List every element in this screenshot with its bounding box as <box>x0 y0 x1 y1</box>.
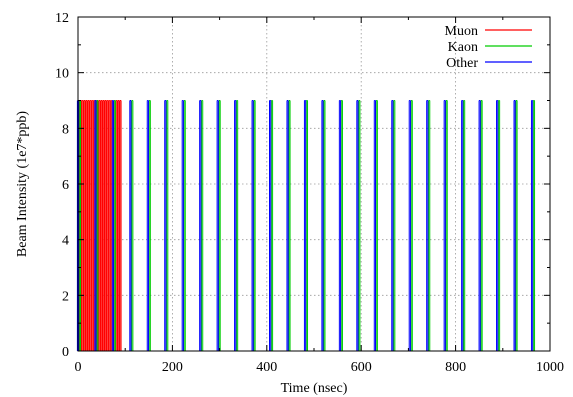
y-tick-label: 0 <box>62 345 69 360</box>
x-tick-label: 0 <box>75 360 82 375</box>
y-tick-label: 6 <box>62 178 69 193</box>
x-tick-label: 1000 <box>536 360 564 375</box>
legend-label-kaon: Kaon <box>448 40 478 55</box>
x-tick-label: 400 <box>256 360 277 375</box>
y-tick-label: 12 <box>55 11 69 26</box>
y-tick-label: 2 <box>62 289 69 304</box>
x-tick-label: 200 <box>162 360 183 375</box>
x-tick-label: 800 <box>445 360 466 375</box>
x-tick-label: 600 <box>351 360 372 375</box>
legend-label-muon: Muon <box>445 24 478 39</box>
series-kaon <box>78 100 536 351</box>
y-axis-label: Beam Intensity (1e7*ppb) <box>15 111 30 258</box>
y-tick-label: 10 <box>55 67 69 82</box>
series-other <box>76 100 534 351</box>
series-bars <box>76 100 536 351</box>
x-axis-label: Time (nsec) <box>281 381 348 396</box>
legend-label-other: Other <box>446 56 478 71</box>
grid-lines <box>78 17 550 351</box>
y-tick-label: 4 <box>62 234 69 249</box>
y-tick-label: 8 <box>62 122 69 137</box>
axis-ticks: 0 200 400 600 800 1000 0 2 4 6 8 10 12 <box>55 11 564 375</box>
